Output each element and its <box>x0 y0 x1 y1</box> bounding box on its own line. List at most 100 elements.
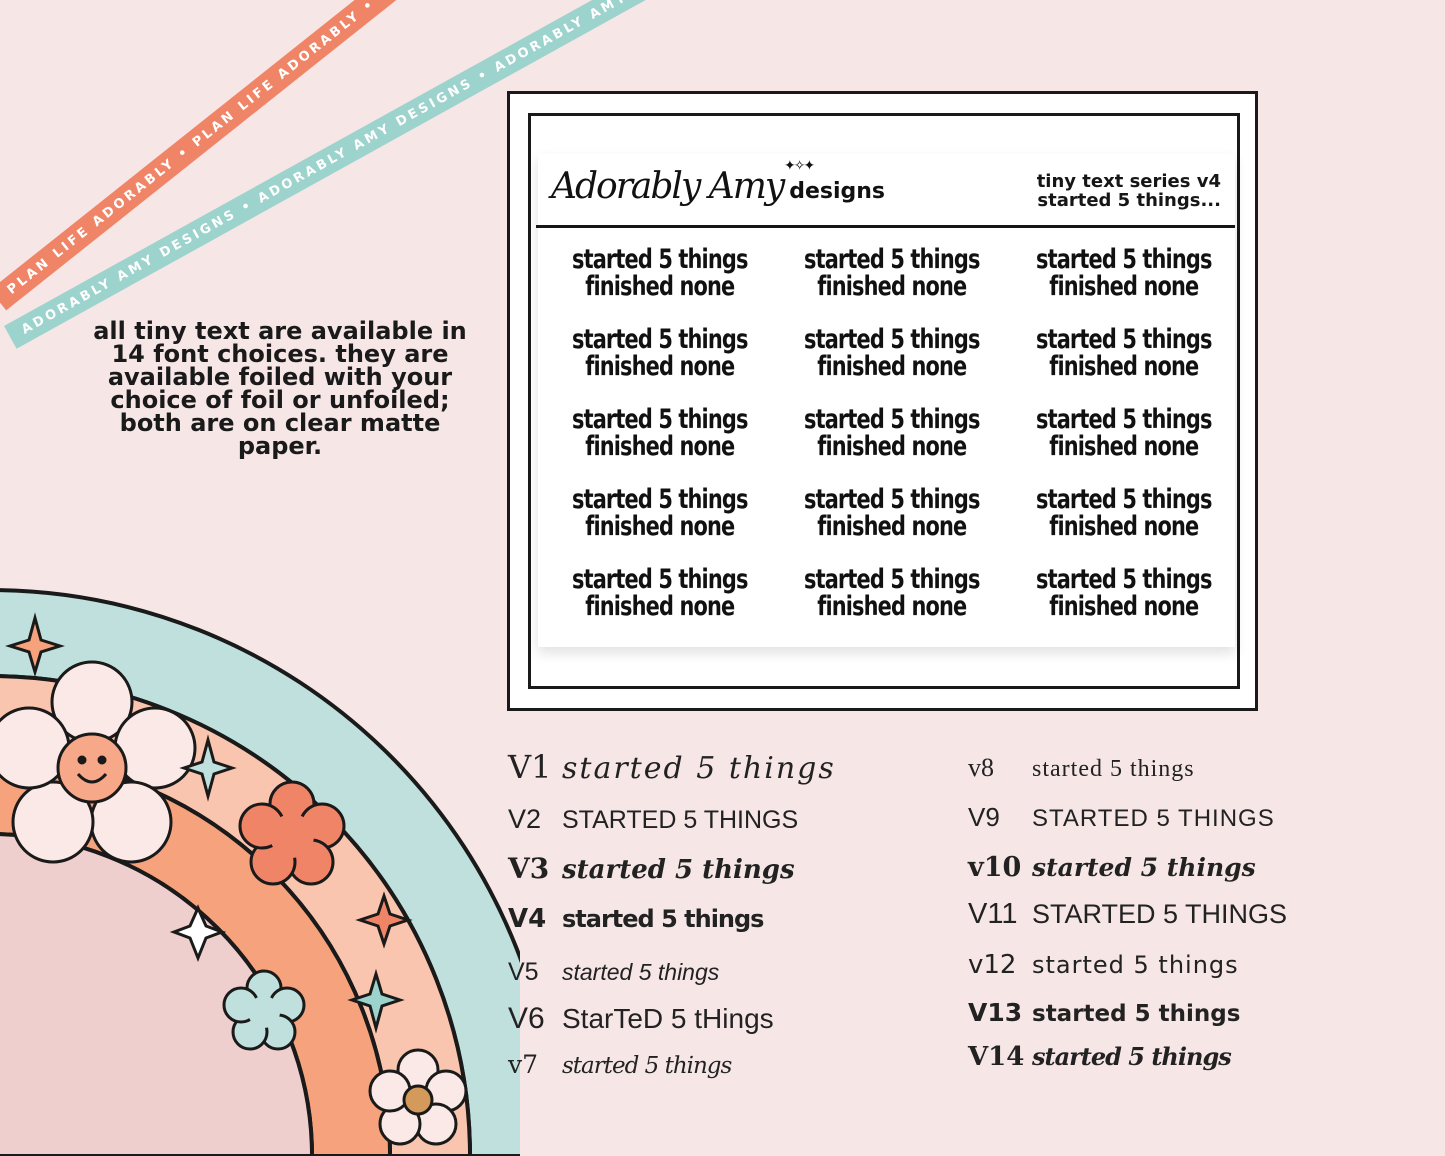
series-title: tiny text series v4 started 5 things... <box>1037 172 1221 210</box>
font-sample-text: started 5 things <box>1032 853 1256 882</box>
sticker-line-2: finished none <box>1049 431 1199 462</box>
sticker-line-2: finished none <box>585 511 735 542</box>
sticker-line-1: started 5 things <box>571 244 748 275</box>
font-version-label: V1 <box>508 748 552 786</box>
sticker-line-2: finished none <box>585 271 735 302</box>
sticker-line-1: started 5 things <box>1035 324 1212 355</box>
font-option-v11: V11 STARTED 5 THINGS <box>968 898 1287 931</box>
sticker-line-1: started 5 things <box>803 484 980 515</box>
font-sample-text: STARTED 5 THINGS <box>1032 899 1288 929</box>
sticker: started 5 things finished none <box>1024 326 1224 406</box>
series-line-2: started 5 things... <box>1037 190 1221 211</box>
sticker-line-2: finished none <box>1049 511 1199 542</box>
sticker-line-1: started 5 things <box>571 484 748 515</box>
font-version-label: V14 <box>968 1042 1025 1072</box>
sticker-preview-frame: Adorably Amy designs ✦✧✦ tiny text serie… <box>528 113 1240 689</box>
font-option-v2: V2 STARTED 5 THINGS <box>508 804 798 835</box>
sticker: started 5 things finished none <box>792 246 992 326</box>
font-option-v14: V14 started 5 things <box>968 1042 1232 1072</box>
sticker-line-2: finished none <box>585 431 735 462</box>
sticker: started 5 things finished none <box>792 326 992 406</box>
sticker-line-2: finished none <box>1049 271 1199 302</box>
sparkle-icon <box>179 734 237 802</box>
font-version-label: V6 <box>508 1002 545 1035</box>
font-sample-text: started 5 things <box>562 1053 732 1079</box>
font-version-label: V9 <box>968 802 1000 832</box>
font-option-v3: V3 started 5 things <box>508 852 795 885</box>
sticker: started 5 things finished none <box>560 326 760 406</box>
font-sample-text: StarTeD 5 tHings <box>562 1003 774 1034</box>
font-option-v12: v12 started 5 things <box>968 950 1239 980</box>
font-version-label: v12 <box>968 950 1017 980</box>
font-option-v7: v7 started 5 things <box>508 1050 732 1079</box>
font-sample-text: STARTED 5 THINGS <box>1032 805 1275 832</box>
font-version-label: v10 <box>968 852 1022 883</box>
sticker-preview-card: Adorably Amy designs ✦✧✦ tiny text serie… <box>507 91 1258 711</box>
font-sample-text: started 5 things <box>562 855 795 885</box>
font-option-v9: V9 STARTED 5 THINGS <box>968 802 1275 833</box>
font-option-v10: v10 started 5 things <box>968 852 1256 883</box>
sticker-line-2: finished none <box>585 591 735 622</box>
sticker-sheet: Adorably Amy designs ✦✧✦ tiny text serie… <box>536 154 1236 647</box>
sticker: started 5 things finished none <box>792 486 992 566</box>
sticker: started 5 things finished none <box>1024 246 1224 326</box>
font-option-v8: v8 started 5 things <box>968 753 1195 783</box>
sparkle-icon <box>347 968 405 1034</box>
font-option-v5: V5 started 5 things <box>508 958 719 987</box>
sticker-line-1: started 5 things <box>571 564 748 595</box>
series-line-1: tiny text series v4 <box>1036 171 1221 192</box>
sheet-divider <box>536 225 1235 228</box>
font-version-label: V4 <box>508 904 547 934</box>
font-sample-text: started 5 things <box>562 905 764 933</box>
sticker-line-2: finished none <box>817 511 967 542</box>
sticker-line-2: finished none <box>1049 351 1199 382</box>
rainbow-illustration <box>0 588 520 1156</box>
brand-logo: Adorably Amy designs <box>551 166 885 207</box>
sticker: started 5 things finished none <box>1024 566 1224 646</box>
sticker-line-1: started 5 things <box>803 404 980 435</box>
orange-flower-icon <box>238 780 346 886</box>
font-version-label: V11 <box>968 898 1018 930</box>
brand-word: designs <box>789 179 886 204</box>
font-version-label: v7 <box>508 1050 539 1079</box>
sticker: started 5 things finished none <box>560 566 760 646</box>
smiley-daisy-icon <box>0 660 197 864</box>
sticker-line-1: started 5 things <box>571 404 748 435</box>
font-sample-text: started 5 things <box>1032 951 1239 979</box>
font-version-label: V3 <box>508 852 550 885</box>
font-option-v1: V1 started 5 things <box>508 748 836 786</box>
sticker-line-2: finished none <box>585 351 735 382</box>
sticker: started 5 things finished none <box>560 406 760 486</box>
sparkle-icon <box>355 891 413 949</box>
sticker-line-2: finished none <box>817 271 967 302</box>
sticker-line-2: finished none <box>817 431 967 462</box>
sticker-line-1: started 5 things <box>803 564 980 595</box>
font-version-label: V2 <box>508 804 542 834</box>
sticker-line-2: finished none <box>1049 591 1199 622</box>
product-description: all tiny text are available in 14 font c… <box>93 317 467 460</box>
sticker-grid: started 5 things finished none started 5 t… <box>546 246 1236 646</box>
font-option-v6: V6 StarTeD 5 tHings <box>508 1002 774 1036</box>
sticker-line-1: started 5 things <box>1035 564 1212 595</box>
sticker: started 5 things finished none <box>560 246 760 326</box>
font-version-label: v8 <box>968 753 994 782</box>
font-sample-text: started 5 things <box>1032 756 1195 782</box>
sticker-line-1: started 5 things <box>1035 484 1212 515</box>
sticker-line-2: finished none <box>817 591 967 622</box>
sticker-line-1: started 5 things <box>803 244 980 275</box>
sticker-line-1: started 5 things <box>1035 404 1212 435</box>
sparkle-icon <box>5 612 65 678</box>
font-sample-text: STARTED 5 THINGS <box>562 806 799 834</box>
sticker: started 5 things finished none <box>1024 406 1224 486</box>
font-sample-text: started 5 things <box>1032 1042 1232 1071</box>
sticker: started 5 things finished none <box>792 406 992 486</box>
font-option-v13: V13 started 5 things <box>968 998 1240 1027</box>
font-sample-text: started 5 things <box>562 751 836 786</box>
brand-script: Adorably Amy <box>551 166 785 207</box>
sticker: started 5 things finished none <box>560 486 760 566</box>
font-sample-text: started 5 things <box>1032 1001 1241 1027</box>
sticker: started 5 things finished none <box>792 566 992 646</box>
sticker-line-1: started 5 things <box>571 324 748 355</box>
sticker-line-1: started 5 things <box>1035 244 1212 275</box>
sparkle-icon <box>169 904 227 963</box>
